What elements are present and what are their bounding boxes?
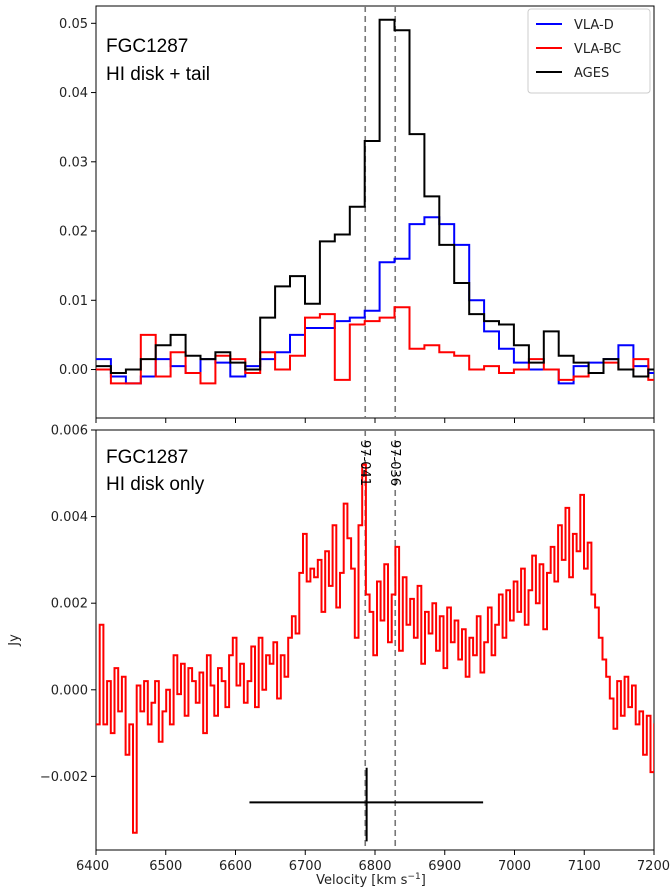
top-ytick-label: 0.00	[59, 363, 88, 378]
top-panel: 0.00 0.01 0.02 0.03 0.04 0.05 FGC1287 HI disk…	[59, 5, 655, 423]
bottom-ytick-label: 0.004	[51, 510, 88, 525]
bottom-ytick-label: 0.000	[51, 683, 88, 698]
legend-label-ages: AGES	[574, 66, 609, 81]
top-ytick-label: 0.03	[59, 155, 88, 170]
bottom-annotation-line2: HI disk only	[106, 474, 205, 495]
legend-label-vla-d: VLA-D	[574, 18, 614, 33]
top-ytick-label: 0.01	[59, 294, 88, 309]
bottom-xtick-label: 7000	[498, 859, 531, 874]
bottom-xtick-label: 6800	[358, 859, 391, 874]
bottom-ytick-label: 0.002	[51, 597, 88, 612]
bottom-xtick-label: 6700	[289, 859, 322, 874]
bottom-xtick-label: 6900	[428, 859, 461, 874]
legend: VLA-D VLA-BC AGES	[527, 8, 651, 94]
bottom-ytick-label: 0.006	[51, 424, 88, 439]
bottom-panel: −0.002 0.000 0.002 0.004 0.006 6400 6500 6600 6…	[40, 424, 670, 875]
bottom-series-vla-bc	[96, 463, 654, 834]
vline-label-97-041: 97-041	[357, 440, 372, 486]
legend-label-vla-bc: VLA-BC	[574, 42, 621, 57]
bottom-xtick-label: 7100	[568, 859, 601, 874]
top-ytick-label: 0.02	[59, 225, 88, 240]
x-axis-label: Velocity [km s−1]	[316, 872, 426, 888]
top-annotation-line1: FGC1287	[106, 36, 188, 57]
vline-label-97-036: 97-036	[387, 440, 402, 486]
bottom-xtick-label: 6500	[149, 859, 182, 874]
x-axis-label-exponent: −1	[407, 872, 420, 882]
x-axis-label-close: ]	[421, 873, 426, 888]
bottom-ytick-label: −0.002	[40, 770, 88, 785]
y-axis-label: Jy	[7, 634, 22, 647]
bottom-xtick-label: 6600	[219, 859, 252, 874]
bottom-annotation-line1: FGC1287	[106, 447, 188, 468]
top-ytick-label: 0.05	[59, 17, 88, 32]
x-axis-label-main: Velocity [km s	[316, 873, 408, 888]
bottom-xtick-label: 6400	[76, 859, 109, 874]
top-series-ages	[96, 18, 654, 378]
top-series-vla-d	[96, 216, 654, 385]
bottom-xtick-label: 7200	[637, 859, 670, 874]
top-annotation-line2: HI disk + tail	[106, 64, 210, 85]
top-ytick-label: 0.04	[59, 86, 88, 101]
top-series-vla-bc	[96, 306, 654, 385]
